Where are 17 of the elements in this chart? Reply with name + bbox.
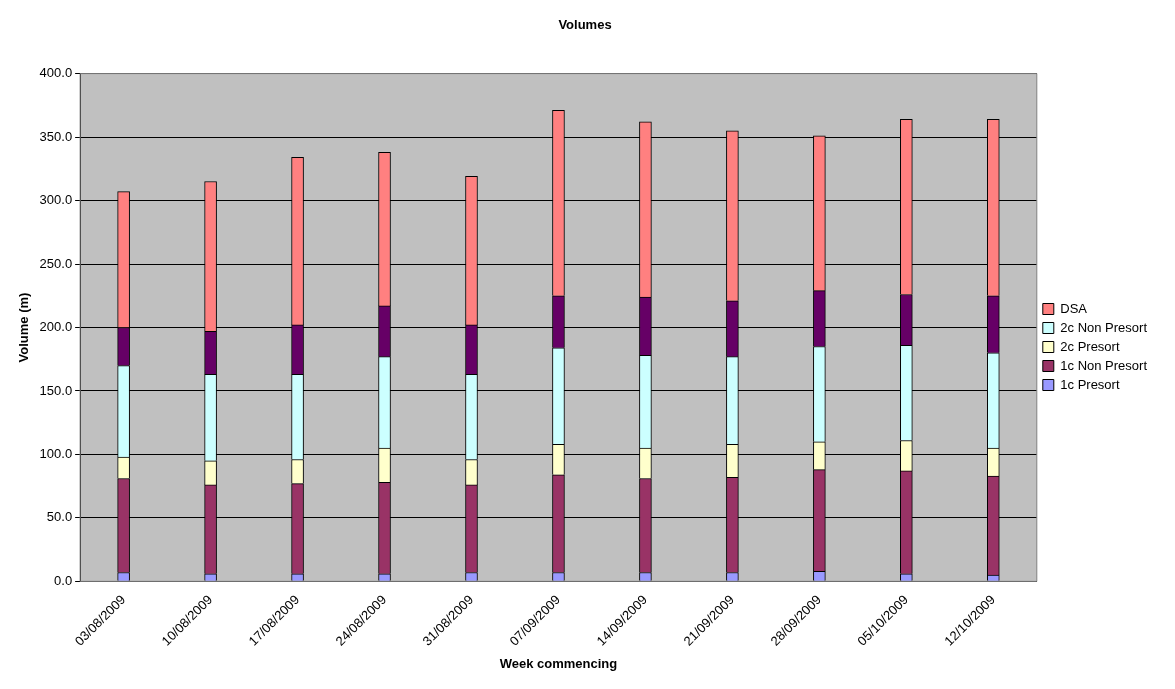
y-tick-label: 250.0 (39, 255, 73, 271)
y-tick-label: 400.0 (39, 65, 73, 81)
y-tick-label: 150.0 (39, 382, 73, 398)
legend-label: 2c Non Presort (1060, 319, 1148, 335)
chart-title: Volumes (558, 17, 612, 33)
x-axis-title: Week commencing (499, 655, 618, 671)
y-tick-label: 100.0 (39, 446, 73, 461)
legend-label: 2c Presort (1060, 338, 1120, 354)
legend-label: 1c Presort (1060, 376, 1120, 392)
y-tick-label: 350.0 (39, 128, 73, 144)
y-tick-label: 200.0 (39, 319, 73, 335)
y-tick-label: 50.0 (46, 509, 73, 525)
legend-label: DSA (1060, 300, 1088, 316)
y-tick-label: 0.0 (54, 572, 73, 588)
y-axis-title: Volume (m) (16, 292, 32, 363)
legend-label: 1c Non Presort (1060, 357, 1148, 373)
y-tick-label: 300.0 (39, 192, 73, 208)
